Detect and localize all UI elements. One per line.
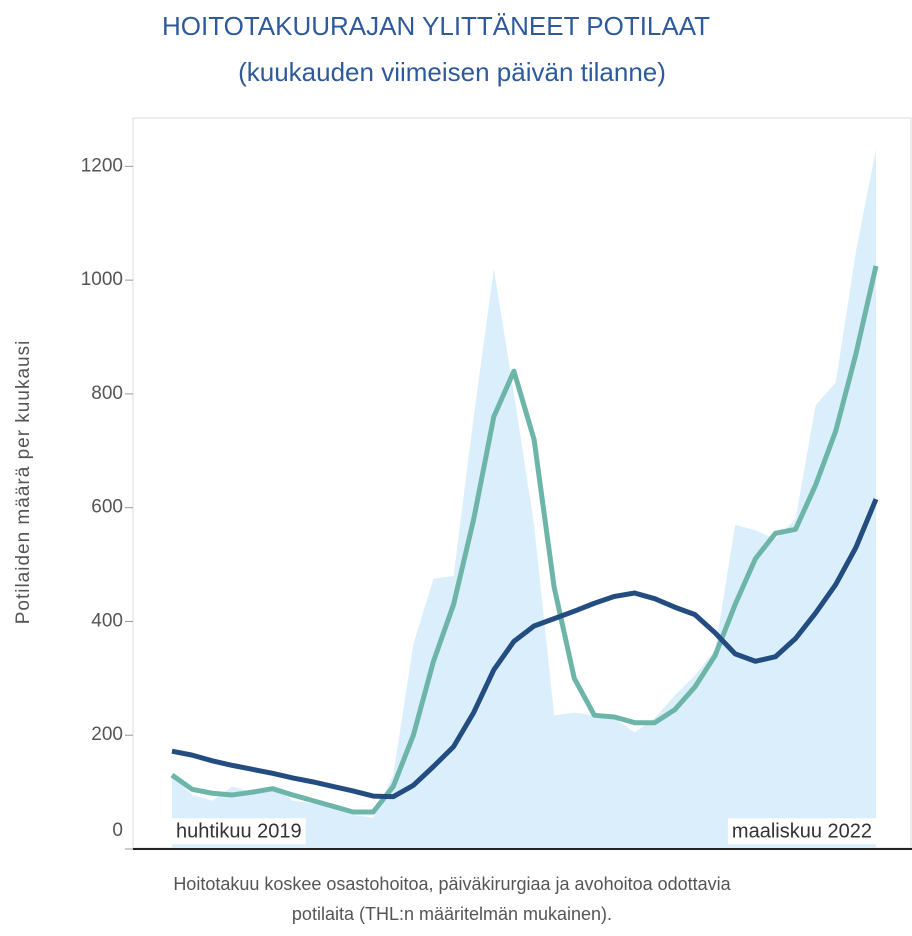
y-tick-label: 800 — [91, 383, 123, 404]
chart-title: HOITOTAKUURAJAN YLITTÄNEET POTILAAT — [162, 11, 710, 41]
line — [171, 498, 879, 800]
label-background — [172, 818, 306, 845]
footnote: Hoitotakuu koskee osastohoitoa, päiväkir… — [173, 874, 731, 894]
y-tick-label: 1000 — [81, 269, 123, 290]
line — [170, 265, 879, 815]
y-tick-label: 600 — [91, 497, 123, 518]
y-axis-label: Potilaiden määrä per kuukausi — [13, 340, 34, 625]
footnote: potilaita (THL:n määritelmän mukainen). — [292, 904, 612, 924]
label-background — [727, 818, 876, 845]
chart-subtitle: (kuukauden viimeisen päivän tilanne) — [238, 57, 666, 87]
area — [172, 149, 876, 849]
y-tick-label: 1200 — [81, 155, 123, 176]
y-tick-label: 0 — [112, 820, 123, 841]
x-tick-label: huhtikuu 2019 — [176, 820, 302, 842]
y-tick-label: 200 — [91, 724, 123, 745]
y-tick-label: 400 — [91, 610, 123, 631]
x-tick-label: maaliskuu 2022 — [732, 820, 872, 842]
